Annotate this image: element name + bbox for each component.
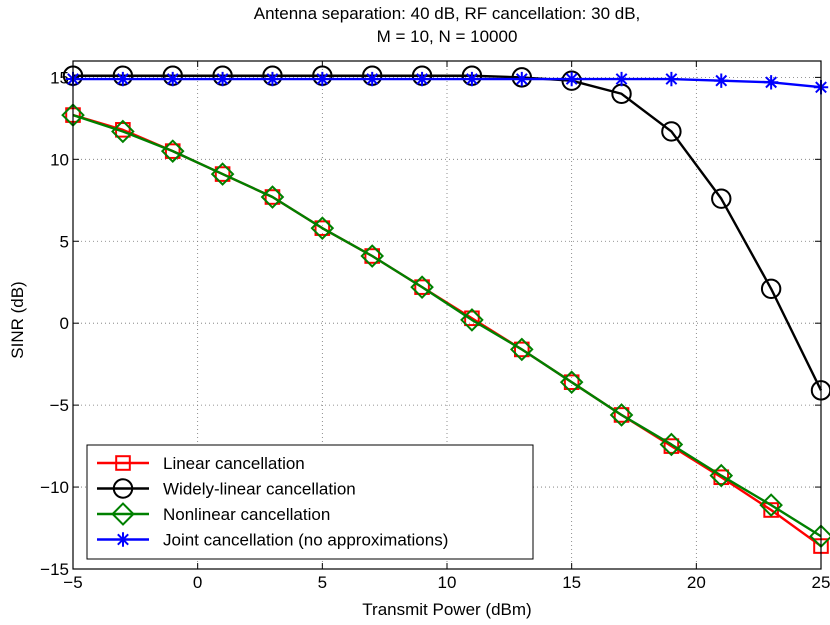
y-tick-label: −15 <box>40 560 69 579</box>
data-point-diamond <box>659 432 684 457</box>
data-point-circle <box>760 278 782 299</box>
data-point-square <box>464 310 480 327</box>
data-point-asterisk <box>614 71 629 87</box>
y-axis-label: SINR (dB) <box>8 281 27 359</box>
data-point-diamond <box>759 493 783 517</box>
data-point-diamond <box>111 502 135 526</box>
y-tick-label: 10 <box>50 150 69 169</box>
legend-label: Linear cancellation <box>163 454 305 473</box>
data-point-diamond <box>460 308 484 332</box>
x-tick-label: 25 <box>812 573 830 592</box>
y-tick-label: 0 <box>60 314 69 333</box>
data-point-asterisk <box>365 71 380 87</box>
data-point-asterisk <box>265 71 280 87</box>
legend-label: Nonlinear cancellation <box>163 505 330 524</box>
x-axis-label: Transmit Power (dBm) <box>362 600 532 619</box>
x-tick-label: 20 <box>687 573 706 592</box>
x-tick-label: 5 <box>318 573 327 592</box>
data-point-square <box>264 189 281 205</box>
data-point-diamond <box>210 162 235 186</box>
data-point-circle <box>661 121 682 142</box>
data-point-square <box>364 248 380 264</box>
data-point-diamond <box>260 185 285 209</box>
data-point-diamond <box>559 370 584 395</box>
y-tick-label: −5 <box>50 396 69 415</box>
data-point-diamond <box>310 216 335 240</box>
data-point-circle <box>511 67 532 88</box>
data-point-asterisk <box>664 71 679 87</box>
data-point-asterisk <box>315 71 330 87</box>
data-point-asterisk <box>514 71 529 87</box>
data-point-square <box>613 407 630 423</box>
data-point-circle <box>711 188 732 209</box>
data-point-diamond <box>609 403 634 427</box>
data-point-asterisk <box>414 71 430 87</box>
legend-item: Joint cancellation (no approximations) <box>97 531 448 550</box>
data-point-square <box>164 143 181 159</box>
y-tick-label: 5 <box>60 232 69 251</box>
data-point-diamond <box>111 119 135 144</box>
data-point-square <box>713 469 730 486</box>
chart-title: Antenna separation: 40 dB, RF cancellati… <box>253 4 641 23</box>
data-point-diamond <box>509 337 534 362</box>
data-point-diamond <box>160 139 185 163</box>
x-tick-label: 10 <box>438 573 457 592</box>
data-point-asterisk <box>763 75 779 90</box>
data-point-asterisk <box>215 71 230 87</box>
axes-frame <box>72 60 822 570</box>
series-line <box>72 113 822 538</box>
legend-item: Linear cancellation <box>97 454 305 473</box>
data-point-circle <box>112 478 134 499</box>
y-tick-label: −10 <box>40 478 69 497</box>
x-tick-label: −5 <box>63 573 82 592</box>
data-point-asterisk <box>165 71 180 87</box>
data-point-square <box>214 166 231 182</box>
data-point-square <box>514 341 530 358</box>
chart-subtitle: M = 10, N = 10000 <box>376 27 518 46</box>
data-point-diamond <box>360 244 385 268</box>
legend-item: Nonlinear cancellation <box>97 502 330 526</box>
data-point-square <box>115 455 131 471</box>
data-point-circle <box>561 70 582 91</box>
legend-label: Joint cancellation (no approximations) <box>163 531 448 550</box>
data-point-asterisk <box>564 71 579 87</box>
legend: Linear cancellation Widely-linear cancell… <box>86 444 534 560</box>
x-tick-label: 15 <box>562 573 581 592</box>
data-point-asterisk <box>464 71 480 87</box>
data-point-square <box>414 279 430 295</box>
data-point-square <box>314 220 331 236</box>
series-line <box>73 74 823 391</box>
data-point-asterisk <box>115 532 131 547</box>
legend-item: Widely-linear cancellation <box>97 478 356 499</box>
x-tick-label: 0 <box>193 573 202 592</box>
series-line <box>73 77 822 89</box>
legend-label: Widely-linear cancellation <box>163 480 356 499</box>
y-tick-label: 15 <box>50 68 69 87</box>
data-point-square <box>663 438 680 454</box>
data-point-asterisk <box>714 73 729 88</box>
data-point-diamond <box>410 275 434 299</box>
data-point-asterisk <box>115 71 131 87</box>
data-point-diamond <box>709 463 734 488</box>
data-point-square <box>563 374 580 390</box>
legend-box <box>86 444 534 560</box>
